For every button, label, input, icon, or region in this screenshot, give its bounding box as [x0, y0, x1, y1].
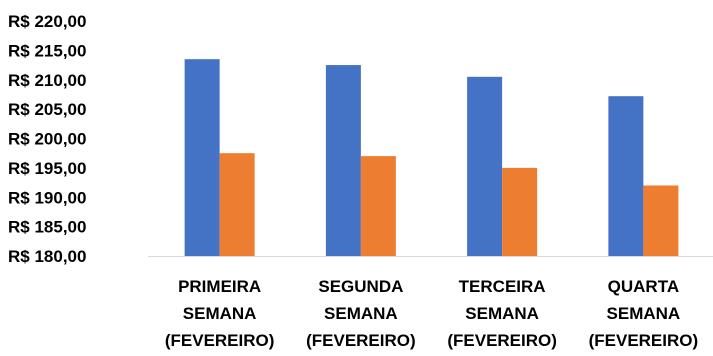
- x-category-label: QUARTA SEMANA (FEVEREIRO): [589, 277, 699, 350]
- x-category-label-line: (FEVEREIRO): [447, 331, 557, 350]
- y-tick-label: R$ 180,00: [8, 247, 86, 266]
- y-tick-label: R$ 200,00: [8, 130, 86, 149]
- y-tick-label: R$ 205,00: [8, 100, 86, 119]
- y-axis-tick-labels: R$ 180,00 R$ 185,00 R$ 190,00 R$ 195,00 R$ 2…: [8, 12, 86, 266]
- y-tick-label: R$ 195,00: [8, 159, 86, 178]
- x-category-label-line: (FEVEREIRO): [589, 331, 699, 350]
- x-category-label-line: TERCEIRA: [459, 277, 546, 296]
- bar-series-1-category-4: [608, 96, 644, 256]
- bar-series-1-category-2: [325, 65, 361, 256]
- x-category-label-line: (FEVEREIRO): [165, 331, 275, 350]
- bar-series-2-category-4: [643, 185, 679, 256]
- x-category-label: PRIMEIRA SEMANA (FEVEREIRO): [165, 277, 275, 350]
- bar-series-2-category-3: [502, 167, 538, 256]
- bar-series-1-category-3: [467, 76, 503, 256]
- y-tick-label: R$ 215,00: [8, 41, 86, 60]
- x-category-label-line: SEMANA: [324, 304, 398, 323]
- bar-series: [184, 59, 679, 256]
- y-tick-label: R$ 220,00: [8, 12, 86, 31]
- x-category-label: TERCEIRA SEMANA (FEVEREIRO): [447, 277, 557, 350]
- x-category-label: SEGUNDA SEMANA (FEVEREIRO): [306, 277, 416, 350]
- y-tick-label: R$ 210,00: [8, 71, 86, 90]
- x-category-label-line: SEMANA: [465, 304, 539, 323]
- x-category-label-line: QUARTA: [608, 277, 679, 296]
- bar-series-2-category-1: [219, 153, 255, 256]
- x-category-label-line: PRIMEIRA: [178, 277, 261, 296]
- y-tick-label: R$ 185,00: [8, 218, 86, 237]
- x-category-label-line: SEGUNDA: [318, 277, 403, 296]
- y-tick-label: R$ 190,00: [8, 188, 86, 207]
- bar-series-1-category-1: [184, 59, 220, 256]
- x-axis-category-labels: PRIMEIRA SEMANA (FEVEREIRO) SEGUNDA SEMANA (F…: [165, 277, 698, 350]
- bar-series-2-category-2: [360, 156, 396, 256]
- x-category-label-line: SEMANA: [183, 304, 257, 323]
- x-category-label-line: SEMANA: [607, 304, 681, 323]
- x-category-label-line: (FEVEREIRO): [306, 331, 416, 350]
